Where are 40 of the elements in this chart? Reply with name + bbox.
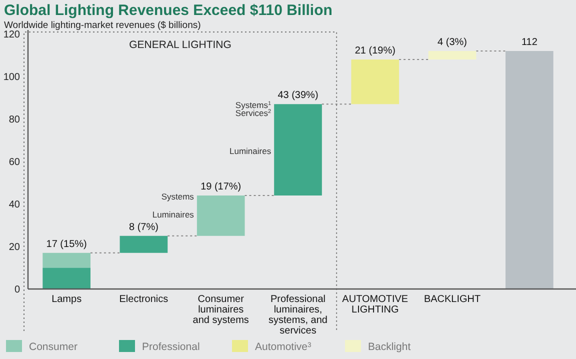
bar [428, 51, 476, 60]
y-tick-label: 60 [8, 157, 20, 168]
x-tick-label: BACKLIGHT [424, 294, 481, 305]
bar [196, 196, 245, 236]
y-tick-label: 120 [3, 30, 20, 40]
y-tick-label: 100 [3, 72, 20, 83]
annotation: Systems$^{1}$ [235, 100, 272, 110]
x-tick-label: Lamps [52, 294, 82, 305]
x-tick-label: Electronics [119, 294, 168, 305]
bar [42, 268, 90, 289]
bar [42, 252, 90, 268]
total-label: 19 (17%) [200, 182, 242, 192]
bar [506, 51, 554, 289]
annotation: Services$^{2}$ [235, 108, 272, 118]
bar [274, 104, 322, 196]
annotation: Luminaires [230, 146, 272, 156]
total-label: 4 (3%) [438, 37, 468, 48]
total-label: 8 (7%) [128, 222, 158, 233]
annotation: GENERAL LIGHTING [129, 39, 232, 51]
x-tick-label: Professional luminaires, systems, and services [268, 294, 328, 336]
total-label: 17 (15%) [46, 238, 87, 250]
bar [351, 60, 400, 104]
legend-label: Automotive$^{3}$ [255, 341, 312, 353]
total-label: 112 [521, 37, 538, 48]
y-tick-label: 20 [8, 242, 20, 253]
chart-title: Global Lighting Revenues Exceed $110 Billion [4, 2, 332, 19]
bar [120, 236, 168, 253]
total-label: 43 (39%) [278, 90, 318, 102]
x-tick-label: Consumer luminaires and systems [192, 294, 249, 326]
annotation: Systems [161, 192, 194, 202]
chart-subtitle: Worldwide lighting-market revenues ($ billions) [4, 20, 201, 31]
x-tick-label: AUTOMOTIVE LIGHTING [342, 294, 408, 316]
y-tick-label: 0 [14, 284, 20, 296]
y-tick-label: 40 [8, 200, 20, 210]
y-tick-label: 80 [8, 114, 20, 126]
total-label: 21 (19%) [354, 46, 396, 56]
annotation: Luminaires [152, 210, 194, 220]
legend-label: Backlight [368, 341, 411, 353]
legend-label: Consumer [29, 341, 78, 353]
legend-label: Professional [142, 341, 200, 353]
